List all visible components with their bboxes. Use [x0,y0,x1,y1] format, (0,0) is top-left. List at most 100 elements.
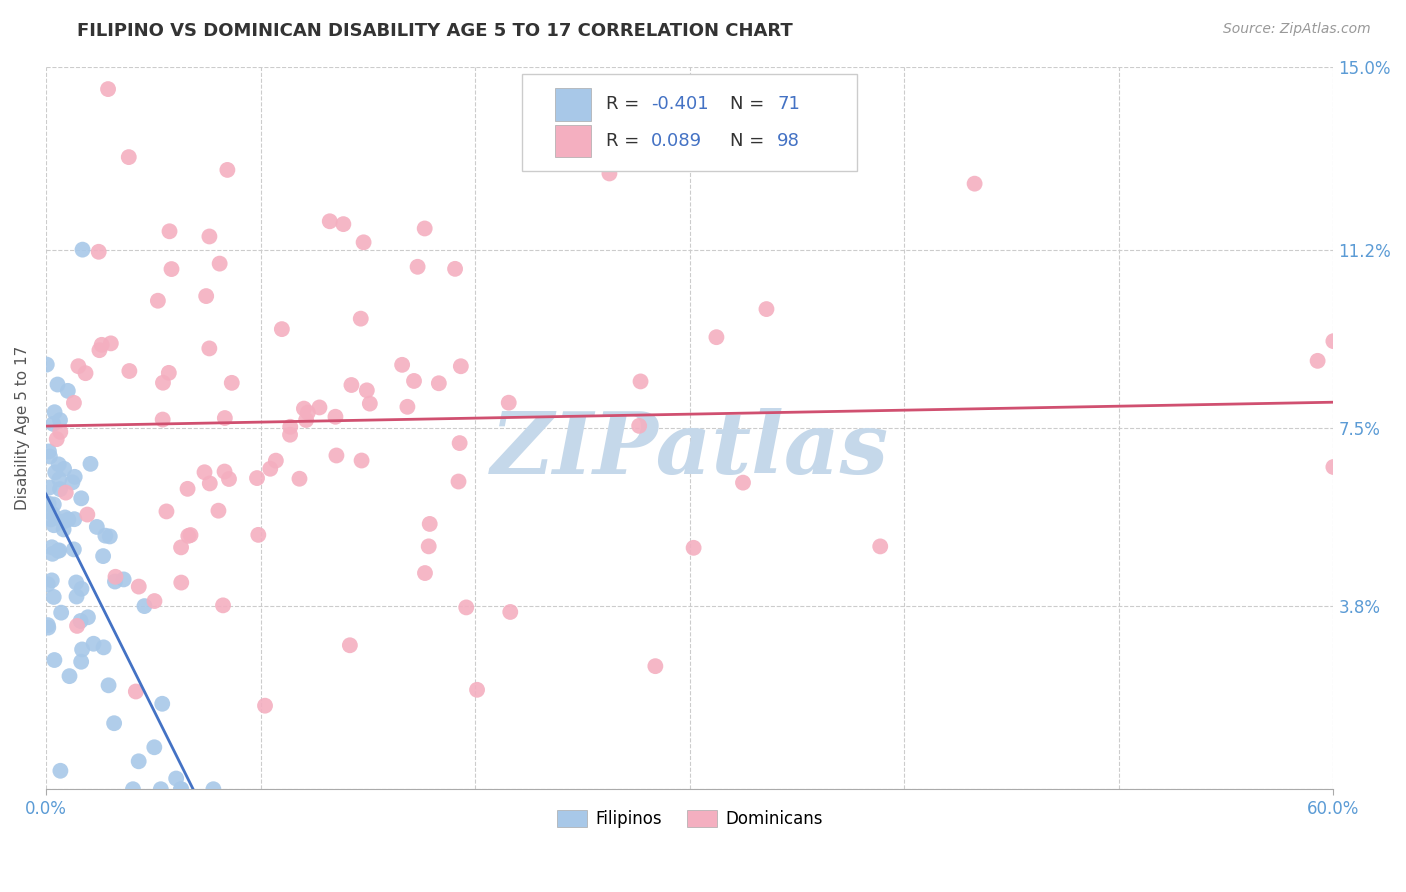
Point [350,453,373,467]
Point [38,496,60,510]
Text: Source: ZipAtlas.com: Source: ZipAtlas.com [1223,22,1371,37]
Point [97,82,120,96]
Text: ZIPatlas: ZIPatlas [491,408,889,491]
Point [332,217,354,231]
Text: FILIPINO VS DOMINICAN DISABILITY AGE 5 TO 17 CORRELATION CHART: FILIPINO VS DOMINICAN DISABILITY AGE 5 T… [77,22,793,40]
Point [465,682,488,697]
Point [630,375,652,389]
Point [682,541,704,555]
Point [212,599,235,613]
Point [297,405,319,419]
Point [104,570,127,584]
Point [69,614,91,628]
Point [35,358,58,372]
Point [118,150,141,164]
Point [396,400,419,414]
Point [65,575,87,590]
Point [170,782,193,797]
Point [41,541,63,555]
Point [70,491,93,506]
Point [152,376,174,390]
Point [253,698,276,713]
Point [278,419,301,434]
Point [214,411,236,425]
Point [91,549,114,563]
Point [66,619,89,633]
Point [44,466,66,480]
Point [48,472,70,486]
Point [278,427,301,442]
Point [48,458,70,472]
Point [325,409,347,424]
Point [41,507,63,521]
Point [152,412,174,426]
Y-axis label: Disability Age 5 to 17: Disability Age 5 to 17 [15,346,30,510]
Point [56,384,79,398]
Point [706,330,728,344]
Point [259,461,281,475]
Point [49,413,72,427]
Point [143,594,166,608]
Point [755,302,778,317]
Point [63,542,86,557]
Point [39,512,62,526]
Point [55,485,77,500]
Point [198,476,221,491]
Point [67,359,90,374]
Point [49,425,72,439]
Text: R =: R = [606,95,645,113]
Point [447,475,470,489]
Text: 71: 71 [778,95,800,113]
Point [37,621,59,635]
Text: -0.401: -0.401 [651,95,709,113]
Point [89,343,111,358]
Point [449,436,471,450]
Point [177,529,200,543]
Point [70,642,93,657]
Point [391,358,413,372]
Point [217,162,239,177]
Point [42,518,65,533]
Text: N =: N = [730,132,769,150]
Point [963,177,986,191]
Legend: Filipinos, Dominicans: Filipinos, Dominicans [550,804,830,835]
Point [157,366,180,380]
Point [179,528,201,542]
Point [41,547,63,561]
Point [134,599,156,613]
Point [37,618,59,632]
Point [60,475,83,490]
Point [63,512,86,526]
Point [41,574,63,588]
Point [402,374,425,388]
Point [70,582,93,596]
Point [198,342,221,356]
Point [353,235,375,250]
Point [128,580,150,594]
Point [498,395,520,409]
Point [42,590,65,604]
Point [44,653,66,667]
FancyBboxPatch shape [522,74,858,171]
Point [644,659,666,673]
Point [65,590,87,604]
Point [159,224,181,238]
Point [207,504,229,518]
Point [70,655,93,669]
Point [38,444,60,458]
Point [125,684,148,698]
Point [176,482,198,496]
Point [104,574,127,589]
Point [44,405,66,419]
Point [37,577,59,591]
Point [87,244,110,259]
Point [79,457,101,471]
Point [52,515,75,529]
Point [193,465,215,479]
Point [288,472,311,486]
Point [53,510,76,524]
Point [340,378,363,392]
Point [731,475,754,490]
Point [149,782,172,797]
Text: 0.089: 0.089 [651,132,702,150]
